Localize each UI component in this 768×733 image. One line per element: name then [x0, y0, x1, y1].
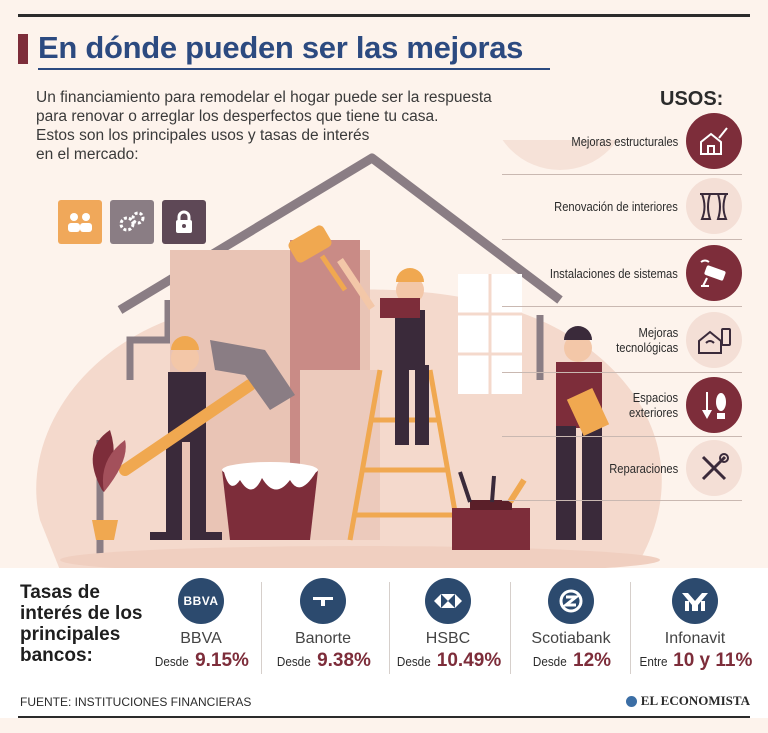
intro-line: en el mercado:	[36, 146, 139, 163]
uso-label: Reparaciones	[609, 460, 678, 476]
page-title: En dónde pueden ser las mejoras	[38, 30, 524, 65]
people-icon	[58, 200, 102, 244]
worker-clipboard-icon	[556, 326, 610, 540]
rate-prefix: Desde	[396, 654, 431, 669]
uso-label-line: Espacios	[632, 390, 678, 405]
intro-text: Un financiamiento para remodelar el hoga…	[36, 88, 516, 164]
intro-line: para renovar o arreglar los desperfectos…	[36, 108, 439, 125]
rate-prefix: Desde	[532, 654, 567, 669]
bank-hsbc: HSBC Desde 10.49%	[389, 578, 507, 672]
worker-painting-icon	[337, 258, 429, 445]
title-accent-bar	[18, 34, 28, 64]
bank-infonavit: Infonavit Entre 10 y 11%	[636, 578, 754, 672]
feature-icons-row	[58, 200, 206, 244]
uso-item: Reparaciones	[502, 437, 742, 499]
wrench-screwdriver-icon	[686, 440, 742, 496]
intro-line: Un financiamiento para remodelar el hoga…	[36, 89, 492, 106]
uso-item: Espacios exteriores	[502, 374, 742, 436]
rate-prefix: Desde	[276, 654, 311, 669]
rate-value: 9.15%	[195, 650, 249, 671]
curtains-icon	[686, 178, 742, 234]
rates-title-line: bancos:	[20, 645, 93, 666]
house-renovation-illustration	[36, 140, 662, 574]
bank-name: BBVA	[180, 630, 222, 647]
bank-divider	[389, 582, 390, 674]
bank-divider	[510, 582, 511, 674]
hsbc-logo	[425, 578, 471, 624]
rates-title-line: interés de los	[20, 603, 143, 624]
bottom-rule	[18, 716, 750, 718]
plant-icon	[92, 430, 126, 540]
rate-prefix: Desde	[154, 654, 189, 669]
window-icon	[458, 274, 522, 394]
uso-item: Instalaciones de sistemas	[502, 242, 742, 304]
gears-icon	[110, 200, 154, 244]
rates-title-line: principales	[20, 624, 121, 645]
bank-bbva: BBVA BBVA Desde 9.15%	[142, 578, 260, 672]
uso-label: Espacios exteriores	[629, 390, 678, 420]
hammer-icon	[119, 340, 295, 476]
bank-banorte: Banorte Desde 9.38%	[264, 578, 382, 672]
rates-title: Tasas de interés de los principales banc…	[20, 582, 143, 666]
bank-rate: Desde 10.49%	[389, 650, 507, 672]
uso-divider	[502, 372, 742, 373]
paint-roller-icon	[288, 225, 348, 292]
uso-label: Mejoras tecnológicas	[616, 325, 678, 355]
rate-value: 12%	[573, 650, 612, 671]
brand-name: EL ECONOMISTA	[640, 693, 750, 708]
uso-divider	[502, 174, 742, 175]
bank-rate: Desde 9.38%	[264, 650, 382, 672]
bank-rate: Desde 9.15%	[142, 650, 260, 672]
paint-bucket-icon	[222, 462, 318, 540]
top-rule	[18, 14, 750, 17]
scotiabank-logo	[548, 578, 594, 624]
brand-logo: EL ECONOMISTA	[625, 693, 750, 709]
uso-label-line: Mejoras	[638, 325, 678, 340]
bank-name: Scotiabank	[531, 630, 611, 647]
uso-label-line: exteriores	[628, 405, 678, 420]
smart-home-icon	[686, 312, 742, 368]
rate-value: 9.38%	[317, 650, 371, 671]
bank-scotiabank: Scotiabank Desde 12%	[512, 578, 630, 672]
bank-name: Infonavit	[664, 630, 726, 647]
security-camera-icon	[686, 245, 742, 301]
uso-label: Renovación de interiores	[554, 198, 678, 214]
uso-item: Mejoras tecnológicas	[502, 309, 742, 371]
background-gear-icon	[502, 140, 618, 170]
uso-divider	[502, 239, 742, 240]
house-brush-icon	[686, 113, 742, 169]
bbva-logo-text: BBVA	[183, 594, 219, 608]
bank-divider	[630, 582, 631, 674]
uso-divider	[502, 436, 742, 437]
rate-prefix: Entre	[639, 654, 668, 669]
bank-name: HSBC	[425, 630, 471, 647]
toolbox-icon	[452, 471, 530, 550]
banorte-logo	[300, 578, 346, 624]
source-note: FUENTE: INSTITUCIONES FINANCIERAS	[20, 695, 252, 709]
uso-divider	[502, 500, 742, 501]
uso-item: Mejoras estructurales	[502, 110, 742, 172]
intro-line: Estos son los principales usos y tasas d…	[36, 127, 370, 144]
brand-globe-icon	[625, 695, 637, 707]
infonavit-logo	[672, 578, 718, 624]
uso-label: Instalaciones de sistemas	[549, 265, 678, 281]
rates-section: Tasas de interés de los principales banc…	[0, 568, 768, 718]
rates-title-line: Tasas de	[20, 582, 100, 603]
uso-item: Renovación de interiores	[502, 175, 742, 237]
uso-label-line: tecnológicas	[615, 340, 678, 355]
lock-icon	[162, 200, 206, 244]
bbva-logo: BBVA	[178, 578, 224, 624]
uso-label: Mejoras estructurales	[571, 133, 678, 149]
title-underline	[38, 68, 550, 70]
bank-name: Banorte	[294, 630, 352, 647]
bank-divider	[261, 582, 262, 674]
garden-tools-icon	[686, 377, 742, 433]
bank-rate: Entre 10 y 11%	[636, 650, 754, 672]
bank-rate: Desde 12%	[512, 650, 630, 672]
rate-value: 10 y 11%	[673, 650, 753, 671]
usos-title: USOS:	[660, 88, 724, 110]
rate-value: 10.49%	[436, 650, 502, 671]
uso-divider	[502, 306, 742, 307]
